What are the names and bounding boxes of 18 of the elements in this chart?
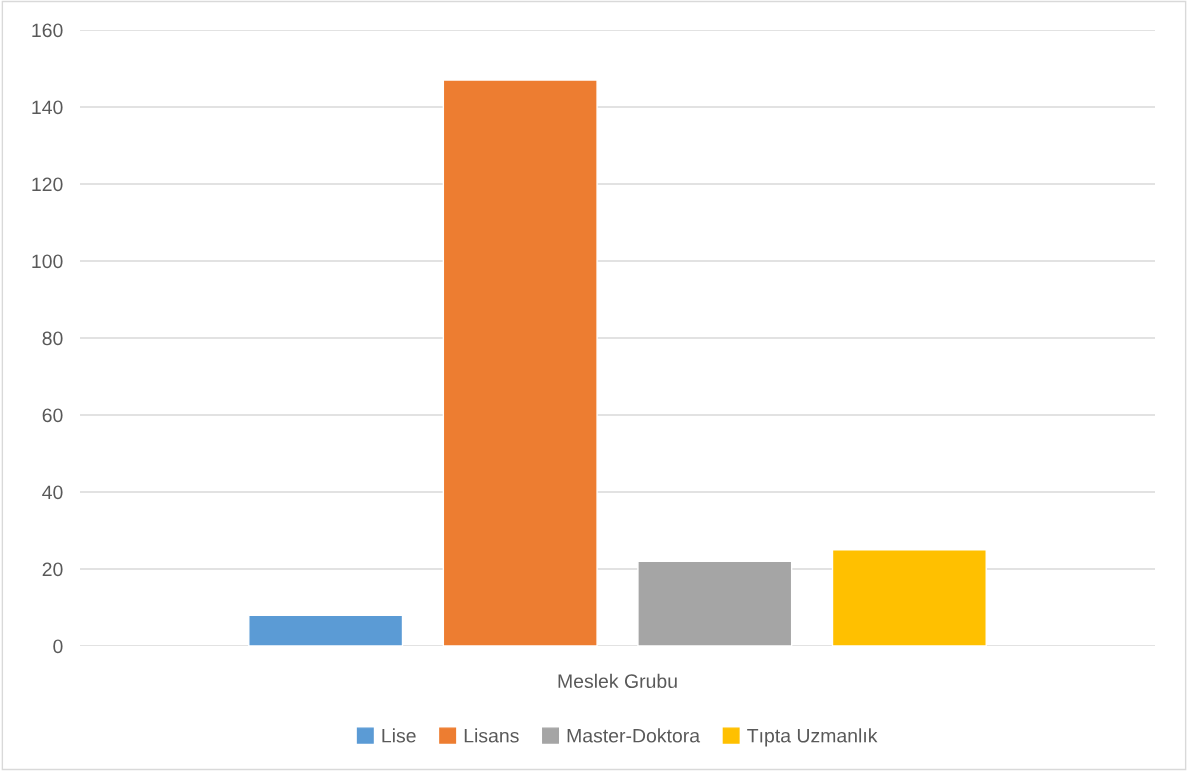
y-tick-label: 140 [32, 100, 63, 115]
legend-label: Master-Doktora [567, 728, 701, 743]
bar [248, 614, 404, 646]
y-tick-label: 120 [32, 177, 63, 192]
y-tick-label: 80 [42, 331, 63, 346]
legend-label: Tıpta Uzmanlık [747, 728, 878, 747]
bar [637, 560, 793, 646]
x-tick-label: Meslek Grubu [558, 673, 677, 689]
bar [442, 79, 598, 646]
y-tick-label: 100 [32, 254, 63, 269]
legend-label: Lise [382, 728, 416, 743]
bar [831, 549, 987, 646]
y-tick-label: 160 [32, 23, 63, 38]
y-tick-label: 20 [42, 562, 63, 577]
y-tick-label: 40 [42, 485, 63, 500]
legend-label: Lisans [464, 728, 519, 743]
y-tick-label: 0 [53, 639, 63, 654]
y-tick-label: 60 [42, 408, 63, 423]
